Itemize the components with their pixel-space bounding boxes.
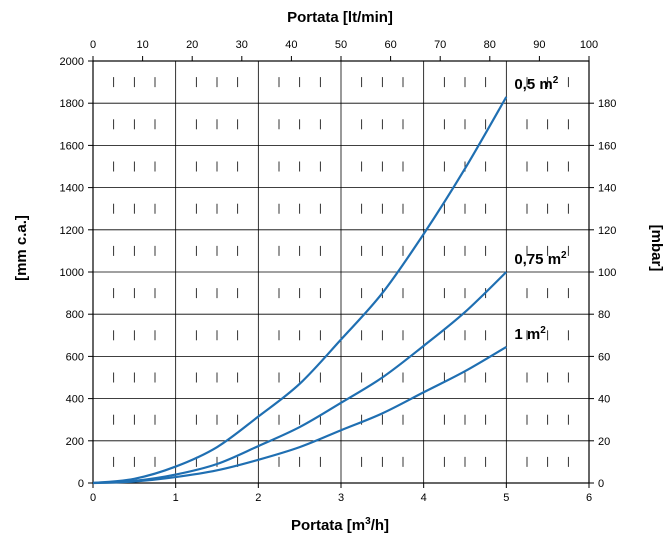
grid: [92, 60, 590, 484]
series-line-2: [92, 271, 508, 485]
y-axis-mm-ticks: 0 200 400 600 800 1000 1200 1400 1600 1800 2000: [60, 56, 93, 490]
y2-tick-label: 40: [598, 394, 610, 406]
x2-tick-label: 10: [136, 39, 148, 51]
series-labels: 0,5 m20,75 m21 m2: [514, 75, 567, 343]
y-tick-label: 0: [78, 478, 84, 490]
x-axis-title-main: Portata [m: [291, 517, 365, 534]
series-label-sup: 2: [553, 75, 559, 86]
x2-tick-label: 50: [335, 39, 347, 51]
y2-tick-label: 0: [598, 478, 604, 490]
series-label-1: 0,5 m2: [514, 75, 558, 93]
y2-tick-label: 20: [598, 436, 610, 448]
x2-tick-label: 30: [236, 39, 248, 51]
x2-tick-label: 40: [285, 39, 297, 51]
x-axis-m3h-ticks: 0 1 2 3 4 5 6: [90, 483, 592, 504]
y-axis-title: [mm c.a.]: [13, 215, 30, 281]
series-label-2: 0,75 m2: [514, 250, 567, 268]
series-label-text: 1 m: [514, 326, 540, 343]
series-label-text: 0,75 m: [514, 251, 561, 268]
y-tick-label: 600: [66, 351, 84, 363]
x-axis-title-sup: 3: [365, 516, 371, 527]
y-tick-label: 2000: [60, 56, 84, 68]
series-label-sup: 2: [540, 325, 546, 336]
y-tick-label: 400: [66, 394, 84, 406]
y-tick-label: 1600: [60, 140, 84, 152]
x-tick-label: 3: [338, 492, 344, 504]
series-line-1: [92, 96, 508, 485]
y2-tick-label: 120: [598, 225, 616, 237]
y-axis-mbar-ticks: 0 20 40 60 80 100 120 140 160 180: [589, 98, 616, 490]
x2-tick-label: 60: [384, 39, 396, 51]
y-tick-label: 800: [66, 309, 84, 321]
series-label-sup: 2: [561, 250, 567, 261]
x2-tick-label: 80: [484, 39, 496, 51]
x2-tick-label: 100: [580, 39, 598, 51]
x2-axis-title: Portata [lt/min]: [287, 9, 393, 26]
x2-tick-label: 70: [434, 39, 446, 51]
x-tick-label: 2: [255, 492, 261, 504]
x-tick-label: 0: [90, 492, 96, 504]
y2-tick-label: 140: [598, 183, 616, 195]
x-tick-label: 5: [503, 492, 509, 504]
y2-tick-label: 160: [598, 140, 616, 152]
y2-axis-title: [mbar]: [648, 225, 665, 272]
x2-tick-label: 90: [533, 39, 545, 51]
y-tick-label: 200: [66, 436, 84, 448]
series-line-3: [92, 345, 507, 485]
x-axis-title-end: /h]: [371, 517, 389, 534]
x-tick-label: 1: [173, 492, 179, 504]
y2-tick-label: 60: [598, 351, 610, 363]
series-lines: [92, 96, 508, 485]
y2-tick-label: 100: [598, 267, 616, 279]
y2-tick-label: 80: [598, 309, 610, 321]
x-axis-lt-min-ticks: 0 10 20 30 40 50 60 70 80 90 100: [90, 39, 598, 61]
x-tick-label: 6: [586, 492, 592, 504]
series-label-text: 0,5 m: [514, 76, 552, 93]
y-tick-label: 1200: [60, 225, 84, 237]
y-tick-label: 1400: [60, 183, 84, 195]
x2-tick-label: 0: [90, 39, 96, 51]
x-axis-title: Portata [m3/h]: [291, 516, 389, 534]
y2-tick-label: 180: [598, 98, 616, 110]
y-tick-label: 1800: [60, 98, 84, 110]
x-tick-label: 4: [421, 492, 427, 504]
x2-tick-label: 20: [186, 39, 198, 51]
y-tick-label: 1000: [60, 267, 84, 279]
series-label-3: 1 m2: [514, 325, 546, 343]
